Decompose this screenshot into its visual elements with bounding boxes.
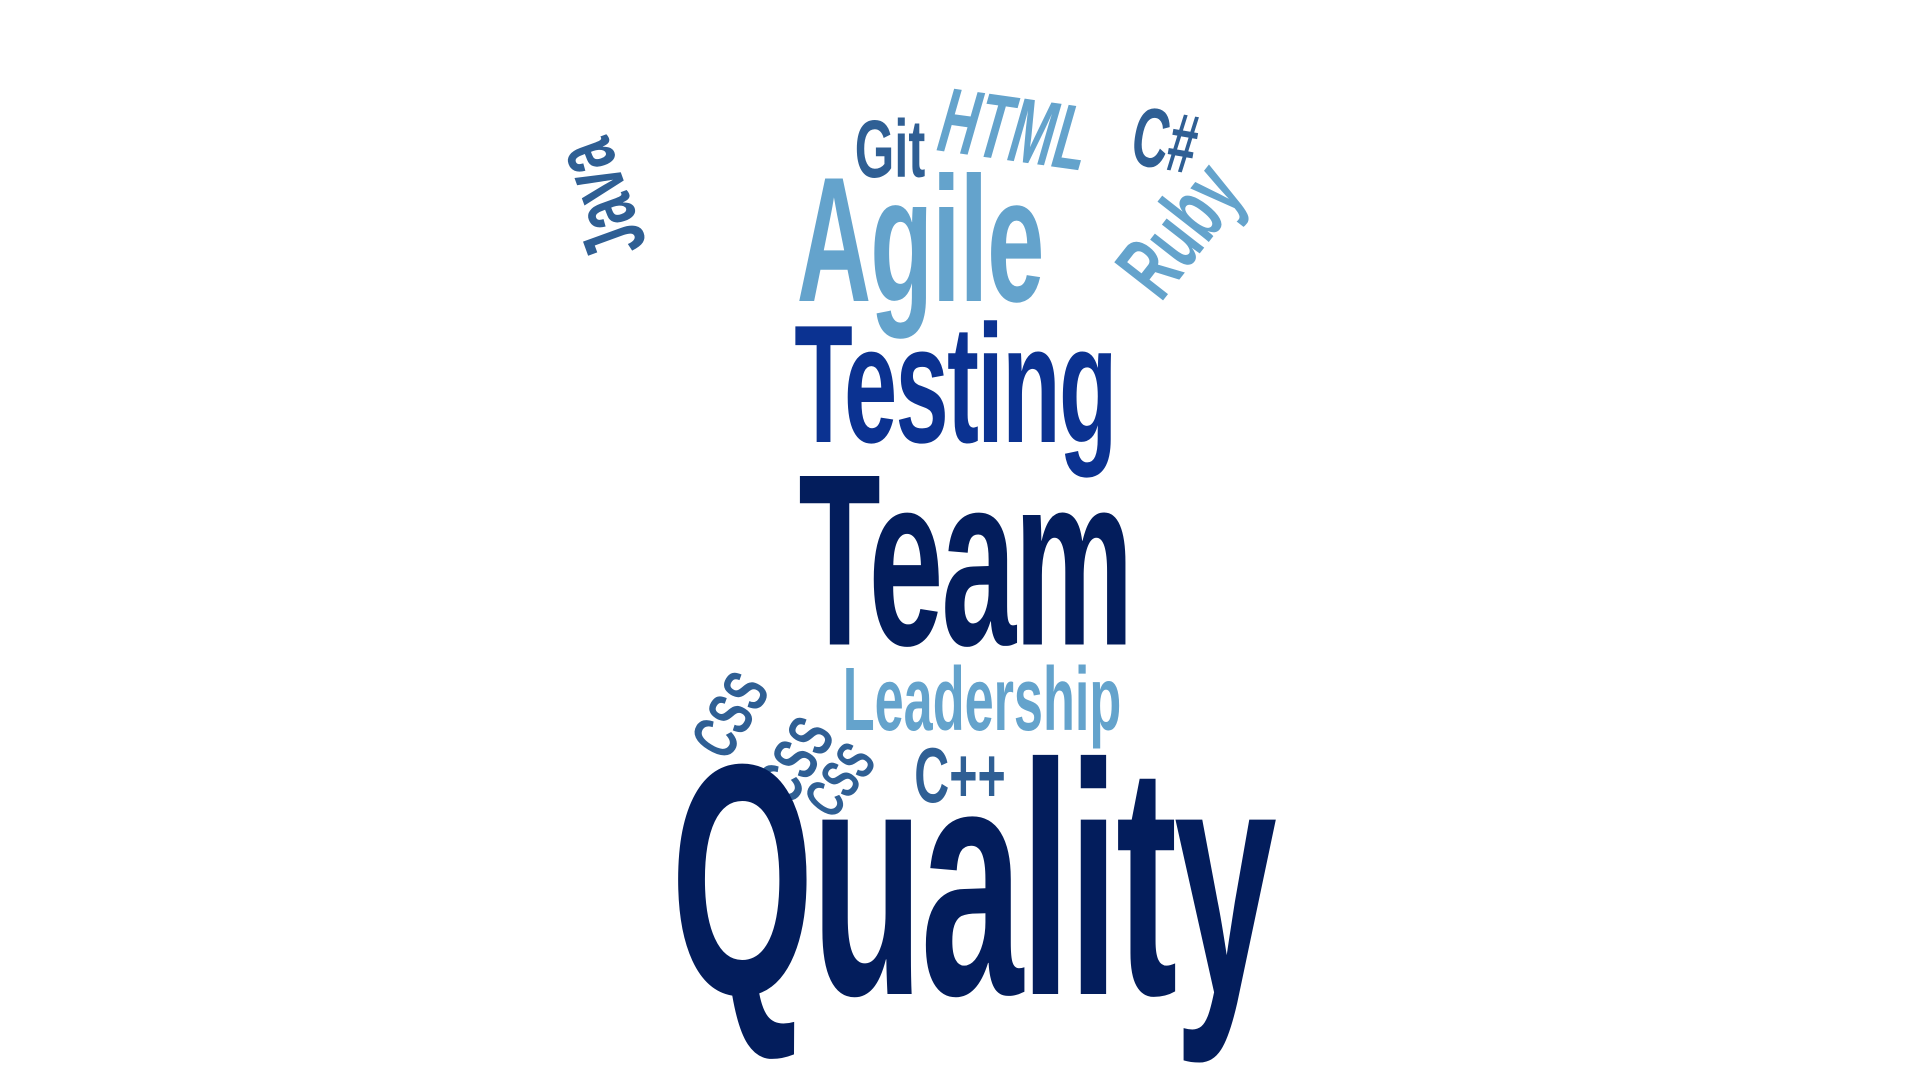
word-testing: Testing <box>794 290 1117 478</box>
word-leadership: Leadership <box>842 650 1122 750</box>
word-ruby: Ruby <box>1097 144 1263 316</box>
word-git: Git <box>854 104 926 195</box>
word-quality: Quality <box>670 695 1277 1064</box>
word-team: Team <box>798 422 1133 697</box>
word-agile: Agile <box>796 140 1045 339</box>
word-java: Java <box>534 127 666 273</box>
word-cpp: C++ <box>914 731 1006 819</box>
